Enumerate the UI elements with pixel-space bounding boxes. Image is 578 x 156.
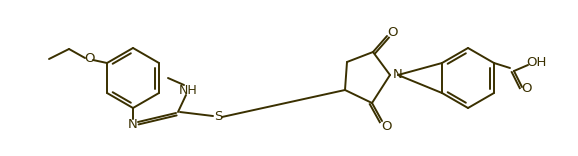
Text: NH: NH (179, 83, 197, 97)
Text: O: O (381, 119, 391, 132)
Text: O: O (522, 83, 532, 95)
Text: O: O (84, 53, 94, 66)
Text: N: N (393, 68, 403, 81)
Text: N: N (128, 117, 138, 131)
Text: S: S (214, 110, 222, 124)
Text: OH: OH (526, 56, 546, 70)
Text: O: O (387, 25, 397, 39)
